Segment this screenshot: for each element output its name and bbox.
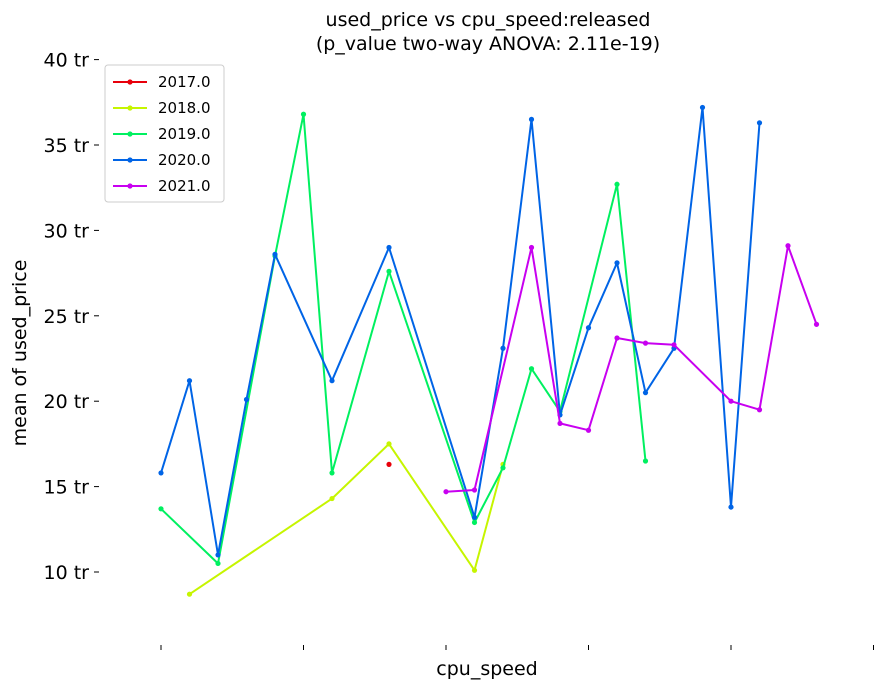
- data-point: [471, 519, 478, 526]
- legend-item: 2018.0: [113, 99, 211, 117]
- legend-marker: [127, 79, 133, 85]
- y-tick-label: 25 tr: [44, 306, 90, 328]
- data-point: [272, 251, 278, 257]
- series-2019.0: [158, 111, 649, 567]
- data-point: [471, 567, 478, 573]
- data-point: [471, 514, 478, 520]
- y-tick-label: 30 tr: [44, 220, 90, 242]
- data-point: [500, 465, 506, 471]
- y-tick-label: 40 tr: [44, 50, 90, 72]
- data-point: [386, 461, 392, 467]
- data-point: [386, 268, 392, 274]
- data-point: [585, 325, 592, 331]
- data-point: [243, 396, 250, 403]
- legend-marker: [127, 131, 133, 137]
- series-line: [160, 106, 761, 556]
- x-axis: [160, 645, 874, 650]
- legend-label: 2021.0: [158, 177, 211, 195]
- legend: 2017.0 2018.0 2019.0 2020.0 2021.0: [104, 64, 225, 203]
- data-point: [671, 342, 677, 348]
- data-point: [528, 366, 535, 372]
- legend-item: 2020.0: [113, 151, 211, 169]
- data-point: [386, 441, 392, 447]
- legend-item: 2017.0: [113, 73, 211, 91]
- y-tick-label: 10 tr: [44, 562, 90, 584]
- data-point: [642, 390, 649, 396]
- data-point: [785, 243, 791, 249]
- legend-box: [104, 64, 225, 203]
- data-point: [528, 116, 535, 122]
- legend-label: 2019.0: [158, 125, 211, 143]
- data-point: [728, 398, 734, 404]
- data-point: [557, 420, 563, 427]
- data-point: [614, 181, 620, 187]
- data-point: [158, 470, 164, 476]
- y-axis: 10 tr 15 tr 20 tr 25 tr 30 tr 35 tr 40 tr: [44, 50, 99, 584]
- y-tick-label: 20 tr: [44, 391, 90, 413]
- data-point: [614, 260, 620, 266]
- data-point: [614, 335, 620, 341]
- legend-marker: [127, 105, 133, 111]
- data-point: [642, 458, 649, 464]
- legend-item: 2021.0: [113, 177, 211, 195]
- data-point: [386, 244, 392, 251]
- data-point: [728, 504, 734, 510]
- data-point: [186, 378, 193, 384]
- data-point: [186, 591, 193, 597]
- y-tick-label: 35 tr: [44, 135, 90, 157]
- legend-label: 2020.0: [158, 151, 211, 169]
- data-point: [215, 552, 221, 558]
- series-2020.0: [158, 104, 763, 558]
- series-line: [445, 244, 818, 493]
- legend-item: 2019.0: [113, 125, 211, 143]
- x-axis-label: cpu_speed: [436, 658, 537, 680]
- data-point: [215, 560, 221, 567]
- y-tick-label: 15 tr: [44, 477, 90, 499]
- data-point: [528, 244, 535, 251]
- series-line: [160, 113, 647, 565]
- data-point: [756, 120, 763, 126]
- data-point: [813, 321, 820, 327]
- legend-label: 2017.0: [158, 73, 211, 91]
- chart-title: used_price vs cpu_speed:released: [326, 9, 651, 31]
- series-layer: [158, 104, 820, 597]
- data-point: [500, 345, 506, 351]
- data-point: [329, 495, 335, 502]
- data-point: [443, 489, 449, 495]
- data-point: [642, 340, 649, 346]
- legend-label: 2018.0: [158, 99, 211, 117]
- data-point: [699, 104, 706, 111]
- chart-subtitle: (p_value two-way ANOVA: 2.11e-19): [316, 33, 660, 55]
- data-point: [756, 407, 763, 413]
- data-point: [158, 506, 164, 512]
- data-point: [329, 378, 335, 384]
- legend-marker: [127, 157, 133, 163]
- data-point: [300, 111, 307, 117]
- series-2017.0: [386, 461, 392, 467]
- series-2021.0: [443, 243, 820, 495]
- data-point: [471, 487, 478, 493]
- data-point: [329, 470, 335, 476]
- data-point: [585, 427, 592, 433]
- y-axis-label: mean of used_price: [9, 260, 31, 447]
- legend-marker: [127, 183, 133, 189]
